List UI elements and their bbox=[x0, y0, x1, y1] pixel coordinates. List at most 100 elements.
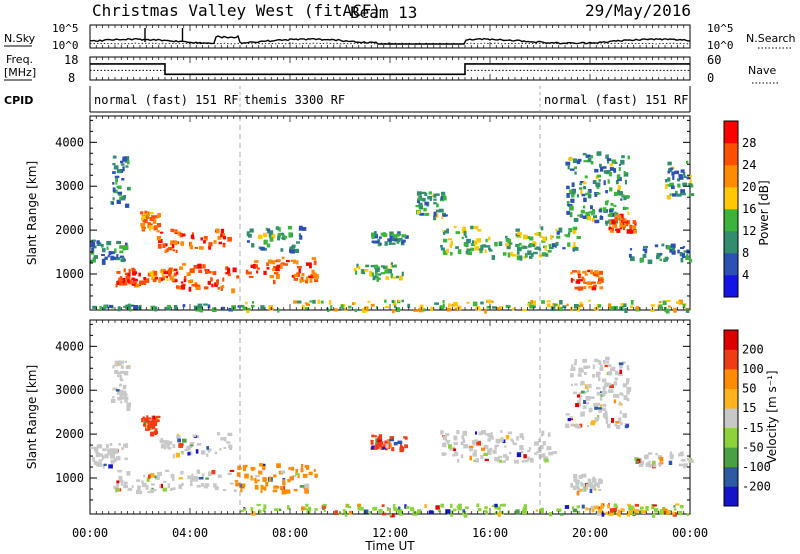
data-cell bbox=[606, 504, 610, 509]
data-cell bbox=[627, 503, 632, 507]
data-cell bbox=[90, 446, 94, 449]
data-cell bbox=[577, 402, 582, 407]
data-cell bbox=[478, 248, 484, 251]
data-cell bbox=[390, 262, 393, 265]
data-cell bbox=[619, 401, 622, 406]
data-cell bbox=[207, 450, 211, 453]
data-cell bbox=[96, 444, 100, 449]
data-cell bbox=[487, 449, 491, 453]
data-cell bbox=[617, 189, 620, 193]
data-cell bbox=[552, 451, 557, 455]
data-cell bbox=[174, 240, 178, 246]
power-colorbar-tick-label: 20 bbox=[742, 180, 756, 194]
data-cell bbox=[119, 282, 122, 286]
data-cell bbox=[357, 266, 361, 270]
data-cell bbox=[263, 486, 266, 491]
data-cell bbox=[605, 356, 610, 361]
data-cell bbox=[282, 482, 286, 485]
data-cell bbox=[588, 285, 593, 289]
data-cell bbox=[608, 371, 613, 376]
data-cell bbox=[124, 443, 129, 449]
data-cell bbox=[200, 450, 206, 455]
data-cell bbox=[396, 233, 400, 237]
data-cell bbox=[243, 467, 247, 472]
data-cell bbox=[457, 458, 460, 463]
data-cell bbox=[613, 393, 617, 398]
data-cell bbox=[170, 228, 175, 233]
data-cell bbox=[622, 217, 625, 222]
data-cell bbox=[680, 459, 686, 462]
data-cell bbox=[606, 158, 612, 162]
data-cell bbox=[109, 443, 113, 446]
data-cell bbox=[644, 250, 648, 254]
data-cell bbox=[205, 269, 209, 273]
data-cell bbox=[206, 453, 209, 457]
data-cell bbox=[587, 365, 591, 369]
data-cell bbox=[533, 251, 538, 255]
data-cell bbox=[123, 195, 126, 199]
data-cell bbox=[611, 366, 616, 372]
data-cell bbox=[615, 505, 618, 509]
data-cell bbox=[160, 443, 165, 449]
data-cell bbox=[582, 181, 587, 185]
data-cell bbox=[609, 220, 613, 224]
data-cell bbox=[614, 161, 618, 164]
data-cell bbox=[585, 396, 591, 401]
data-cell bbox=[528, 244, 532, 248]
data-cell bbox=[681, 192, 686, 196]
data-cell bbox=[266, 262, 270, 266]
data-cell bbox=[673, 505, 676, 508]
beam-label: Beam 13 bbox=[350, 3, 417, 22]
data-cell bbox=[463, 242, 467, 247]
data-cell bbox=[465, 243, 469, 247]
data-cell bbox=[689, 174, 692, 178]
data-cell bbox=[199, 308, 204, 313]
data-cell bbox=[276, 273, 280, 279]
data-cell bbox=[108, 304, 114, 308]
data-cell bbox=[623, 218, 627, 222]
data-cell bbox=[472, 240, 475, 245]
data-cell bbox=[220, 437, 225, 441]
data-cell bbox=[580, 411, 585, 417]
data-cell bbox=[308, 471, 313, 476]
data-cell bbox=[153, 489, 157, 492]
data-cell bbox=[586, 402, 590, 405]
data-cell bbox=[163, 271, 168, 275]
data-cell bbox=[576, 160, 581, 165]
data-cell bbox=[570, 373, 574, 378]
data-cell bbox=[594, 168, 599, 173]
y-tick-label: 3000 bbox=[55, 383, 84, 397]
data-cell bbox=[470, 225, 474, 230]
data-cell bbox=[120, 160, 123, 164]
data-cell bbox=[163, 480, 167, 484]
data-cell bbox=[510, 251, 513, 257]
cpid-segment-label: themis 3300 RF bbox=[244, 93, 345, 107]
data-cell bbox=[615, 421, 620, 424]
data-cell bbox=[159, 231, 164, 234]
data-cell bbox=[601, 512, 605, 517]
data-cell bbox=[263, 504, 267, 509]
data-cell bbox=[150, 305, 156, 310]
data-cell bbox=[317, 299, 321, 304]
data-cell bbox=[621, 220, 624, 225]
data-cell bbox=[480, 454, 484, 459]
data-cell bbox=[607, 160, 610, 164]
data-cell bbox=[273, 474, 277, 478]
data-cell bbox=[445, 433, 450, 436]
data-cell bbox=[497, 506, 501, 511]
data-cell bbox=[600, 391, 603, 394]
data-cell bbox=[435, 505, 440, 510]
data-cell bbox=[186, 445, 192, 450]
data-cell bbox=[586, 389, 589, 393]
data-cell bbox=[296, 300, 302, 304]
data-cell bbox=[236, 472, 241, 477]
data-cell bbox=[594, 405, 598, 410]
data-cell bbox=[686, 513, 689, 516]
data-cell bbox=[678, 510, 683, 516]
data-cell bbox=[304, 489, 309, 494]
data-cell bbox=[314, 261, 317, 264]
data-cell bbox=[624, 308, 628, 313]
data-cell bbox=[463, 230, 467, 236]
data-cell bbox=[671, 185, 675, 190]
data-cell bbox=[115, 488, 120, 491]
